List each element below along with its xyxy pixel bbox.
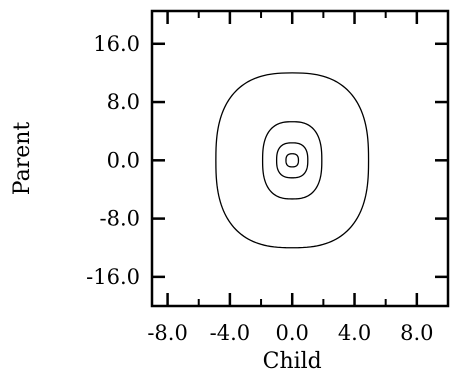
- contour-level-3: [261, 121, 323, 200]
- plot-frame: [150, 9, 450, 308]
- y-tick-label: -8.0: [100, 207, 141, 231]
- x-axis-label: Child: [263, 349, 322, 374]
- contour-level-1: [285, 153, 300, 168]
- x-tick-label: -8.0: [147, 321, 188, 345]
- contour-level-4: [215, 72, 370, 249]
- y-tick-label: 0.0: [107, 148, 140, 172]
- contour-lines: [215, 72, 370, 249]
- x-tick-labels: -8.0 -4.0 0.0 4.0 8.0: [147, 321, 433, 345]
- y-tick-label: -16.0: [86, 265, 140, 289]
- x-tick-label: 8.0: [400, 321, 433, 345]
- y-tick-label: 8.0: [107, 90, 140, 114]
- y-axis-label: Parent: [10, 122, 35, 196]
- contour-level-2: [275, 142, 309, 179]
- x-tick-label: 4.0: [338, 321, 371, 345]
- axis-ticks: [152, 11, 448, 306]
- x-tick-label: 0.0: [276, 321, 309, 345]
- y-tick-label: 16.0: [93, 32, 140, 56]
- y-tick-labels: -16.0 -8.0 0.0 8.0 16.0: [86, 32, 140, 289]
- x-tick-label: -4.0: [210, 321, 251, 345]
